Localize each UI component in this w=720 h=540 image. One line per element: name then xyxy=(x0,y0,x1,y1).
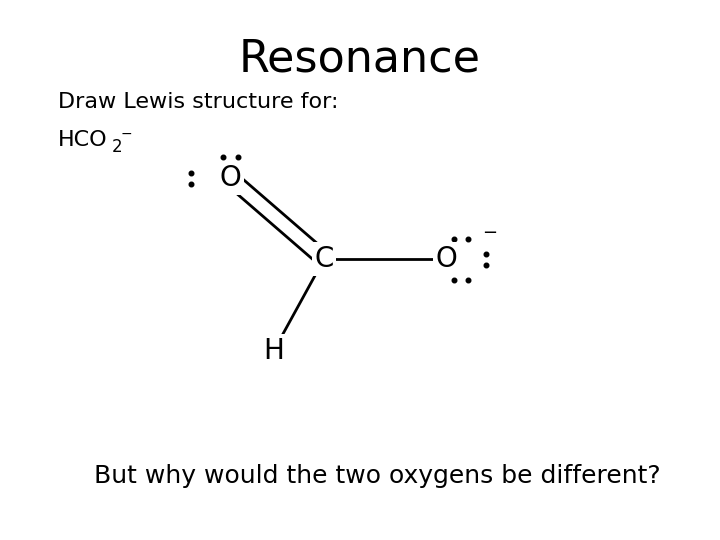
Text: HCO: HCO xyxy=(58,130,107,150)
Text: −: − xyxy=(482,224,498,242)
Text: H: H xyxy=(264,337,284,365)
Text: O: O xyxy=(220,164,241,192)
Text: C: C xyxy=(315,245,333,273)
Text: Draw Lewis structure for:: Draw Lewis structure for: xyxy=(58,92,338,112)
Text: Resonance: Resonance xyxy=(239,38,481,81)
Text: 2: 2 xyxy=(112,138,122,156)
Text: O: O xyxy=(436,245,457,273)
Text: −: − xyxy=(121,127,132,141)
Text: But why would the two oxygens be different?: But why would the two oxygens be differe… xyxy=(94,464,660,488)
